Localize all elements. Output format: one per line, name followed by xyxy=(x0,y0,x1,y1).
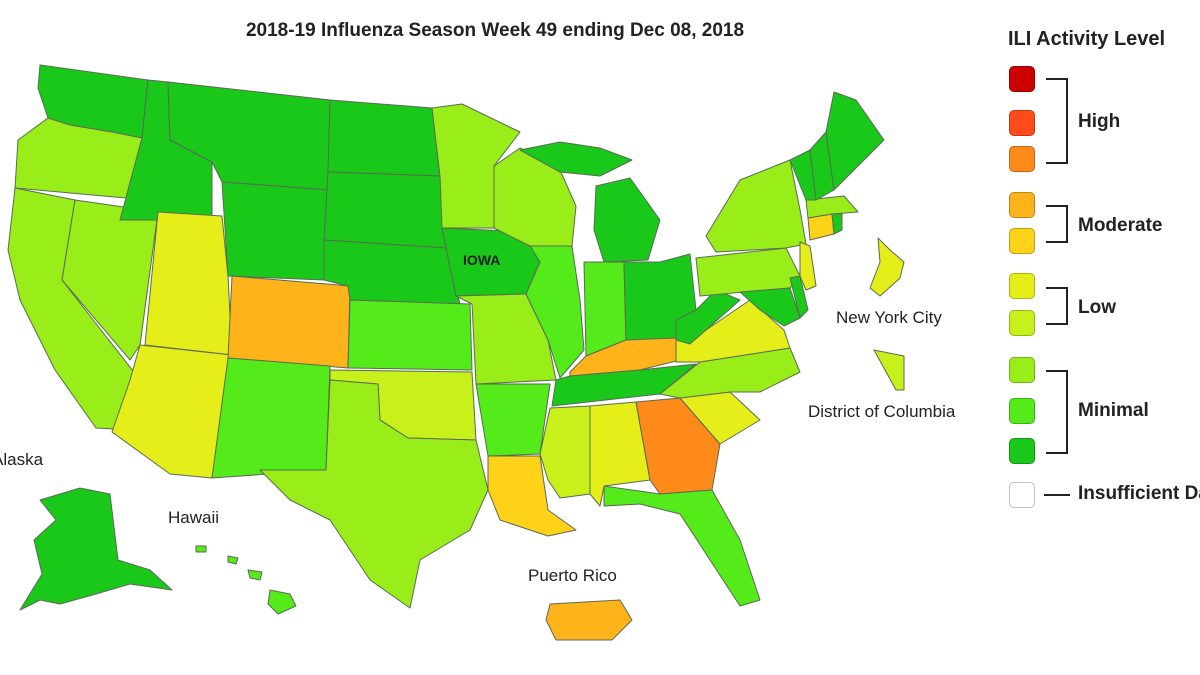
state-ks[interactable] xyxy=(347,299,473,371)
state-ak[interactable] xyxy=(19,487,173,611)
legend-label-insufficient: Insufficient Data xyxy=(1078,483,1200,504)
state-hi[interactable] xyxy=(267,589,297,615)
us-map: IOWA New York City District of Columbia … xyxy=(0,64,956,641)
state-la[interactable] xyxy=(487,455,577,537)
legend: ILI Activity Level High Moderate Low Min… xyxy=(1000,0,1200,675)
state-mi[interactable] xyxy=(593,177,661,263)
dc-label: District of Columbia xyxy=(808,402,956,421)
legend-label-moderate: Moderate xyxy=(1078,215,1163,236)
nyc-label: New York City xyxy=(836,308,942,327)
city-nyc[interactable] xyxy=(869,237,905,297)
iowa-label: IOWA xyxy=(463,252,501,268)
legend-swatch-low-1 xyxy=(1009,310,1035,336)
state-de[interactable] xyxy=(789,275,809,319)
state-nm[interactable] xyxy=(211,357,331,479)
legend-bracket-moderate xyxy=(1046,205,1068,243)
legend-title: ILI Activity Level xyxy=(1008,28,1166,50)
legend-bracket-high xyxy=(1046,78,1068,164)
legend-swatch-minimal-3 xyxy=(1009,357,1035,383)
state-ma[interactable] xyxy=(805,195,859,219)
legend-swatch-moderate-2 xyxy=(1009,192,1035,218)
state-mi-up[interactable] xyxy=(519,141,633,177)
legend-swatch-insufficient xyxy=(1009,482,1035,508)
state-tn[interactable] xyxy=(551,363,697,407)
legend-swatch-high-1 xyxy=(1009,146,1035,172)
state-sd[interactable] xyxy=(323,171,447,249)
territory-pr[interactable] xyxy=(545,599,633,641)
state-ms[interactable] xyxy=(539,405,591,499)
legend-swatch-minimal-2 xyxy=(1009,398,1035,424)
state-il[interactable] xyxy=(525,245,585,379)
pr-label: Puerto Rico xyxy=(528,566,617,585)
legend-bracket-minimal xyxy=(1046,370,1068,454)
state-hi-2[interactable] xyxy=(247,569,263,581)
legend-swatch-high-3 xyxy=(1009,66,1035,92)
state-co[interactable] xyxy=(227,275,351,369)
state-hi-4[interactable] xyxy=(195,545,207,553)
us-map-svg xyxy=(7,64,905,641)
map-title: 2018-19 Influenza Season Week 49 ending … xyxy=(245,20,745,41)
state-me[interactable] xyxy=(825,91,885,191)
state-az[interactable] xyxy=(111,344,233,479)
state-or[interactable] xyxy=(14,117,143,199)
legend-swatch-minimal-1 xyxy=(1009,438,1035,464)
state-md[interactable] xyxy=(739,287,801,327)
state-ny[interactable] xyxy=(705,159,807,253)
state-in[interactable] xyxy=(583,261,627,357)
state-ar[interactable] xyxy=(475,383,551,457)
state-fl[interactable] xyxy=(603,485,761,607)
legend-swatch-high-2 xyxy=(1009,110,1035,136)
legend-label-minimal: Minimal xyxy=(1078,400,1149,421)
legend-bracket-low xyxy=(1046,287,1068,325)
legend-label-low: Low xyxy=(1078,297,1116,318)
legend-insufficient-dash xyxy=(1044,494,1070,496)
state-ut[interactable] xyxy=(144,211,233,356)
city-dc[interactable] xyxy=(873,349,905,391)
state-nj[interactable] xyxy=(799,241,817,291)
legend-swatch-low-2 xyxy=(1009,273,1035,299)
alaska-label: Alaska xyxy=(0,450,44,469)
state-nd[interactable] xyxy=(327,99,441,177)
legend-label-high: High xyxy=(1078,111,1121,132)
state-wy[interactable] xyxy=(221,181,329,281)
state-tx[interactable] xyxy=(259,379,489,609)
state-hi-3[interactable] xyxy=(227,555,239,565)
legend-swatch-moderate-1 xyxy=(1009,228,1035,254)
state-ri[interactable] xyxy=(831,213,843,235)
state-ct[interactable] xyxy=(807,213,835,241)
state-va[interactable] xyxy=(675,299,791,363)
hawaii-label: Hawaii xyxy=(168,508,220,527)
state-wv[interactable] xyxy=(675,289,741,345)
